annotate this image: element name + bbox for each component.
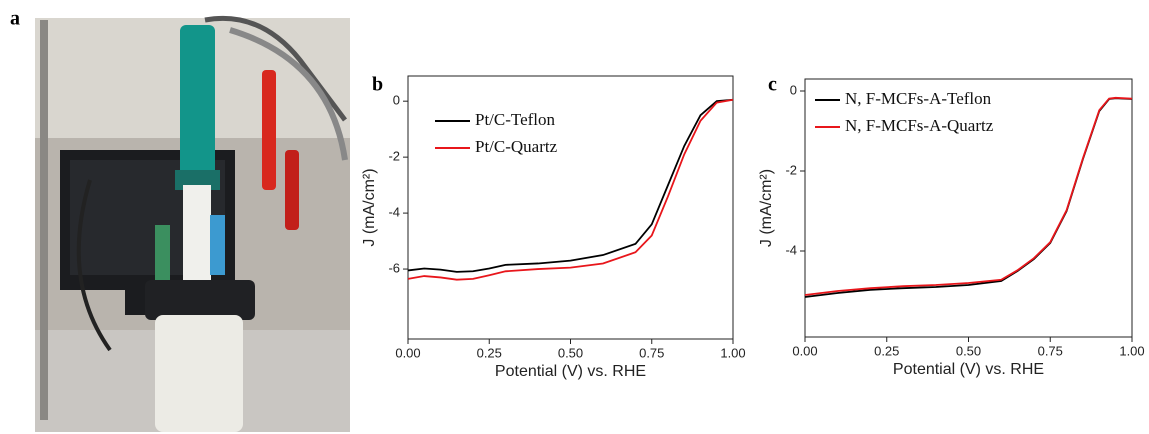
y-tick-label: -4 bbox=[785, 242, 797, 257]
x-tick-label: 0.00 bbox=[792, 343, 817, 358]
panel-label: b bbox=[372, 74, 383, 96]
y-tick-label: -4 bbox=[388, 205, 400, 220]
legend-label: N, F-MCFs-A-Quartz bbox=[845, 116, 994, 135]
x-tick-label: 0.75 bbox=[639, 345, 664, 360]
x-axis-label: Potential (V) vs. RHE bbox=[495, 363, 646, 380]
y-tick-label: -6 bbox=[388, 260, 400, 275]
legend-label: Pt/C-Quartz bbox=[475, 137, 558, 156]
y-tick-label: -2 bbox=[785, 162, 797, 177]
panel-label: c bbox=[768, 74, 777, 96]
panel-label: a bbox=[10, 8, 20, 30]
y-axis-label: J (mA/cm²) bbox=[361, 168, 378, 246]
data-line bbox=[804, 96, 1133, 296]
x-tick-label: 0.00 bbox=[395, 345, 420, 360]
x-tick-label: 1.00 bbox=[720, 345, 745, 360]
x-tick-label: 0.25 bbox=[874, 343, 899, 358]
y-tick-label: 0 bbox=[790, 82, 797, 97]
x-tick-label: 0.75 bbox=[1038, 343, 1063, 358]
x-tick-label: 0.25 bbox=[477, 345, 502, 360]
photo bbox=[35, 15, 350, 432]
x-tick-label: 0.50 bbox=[956, 343, 981, 358]
y-axis-label: J (mA/cm²) bbox=[758, 169, 775, 247]
y-tick-label: 0 bbox=[393, 93, 400, 108]
x-axis-label: Potential (V) vs. RHE bbox=[893, 361, 1044, 378]
x-tick-label: 1.00 bbox=[1119, 343, 1144, 358]
data-line bbox=[407, 98, 734, 273]
legend-label: N, F-MCFs-A-Teflon bbox=[845, 89, 992, 108]
plot-frame bbox=[407, 75, 734, 340]
x-tick-label: 0.50 bbox=[558, 345, 583, 360]
legend-label: Pt/C-Teflon bbox=[475, 110, 556, 129]
data-line bbox=[407, 98, 734, 281]
y-tick-label: -2 bbox=[388, 149, 400, 164]
